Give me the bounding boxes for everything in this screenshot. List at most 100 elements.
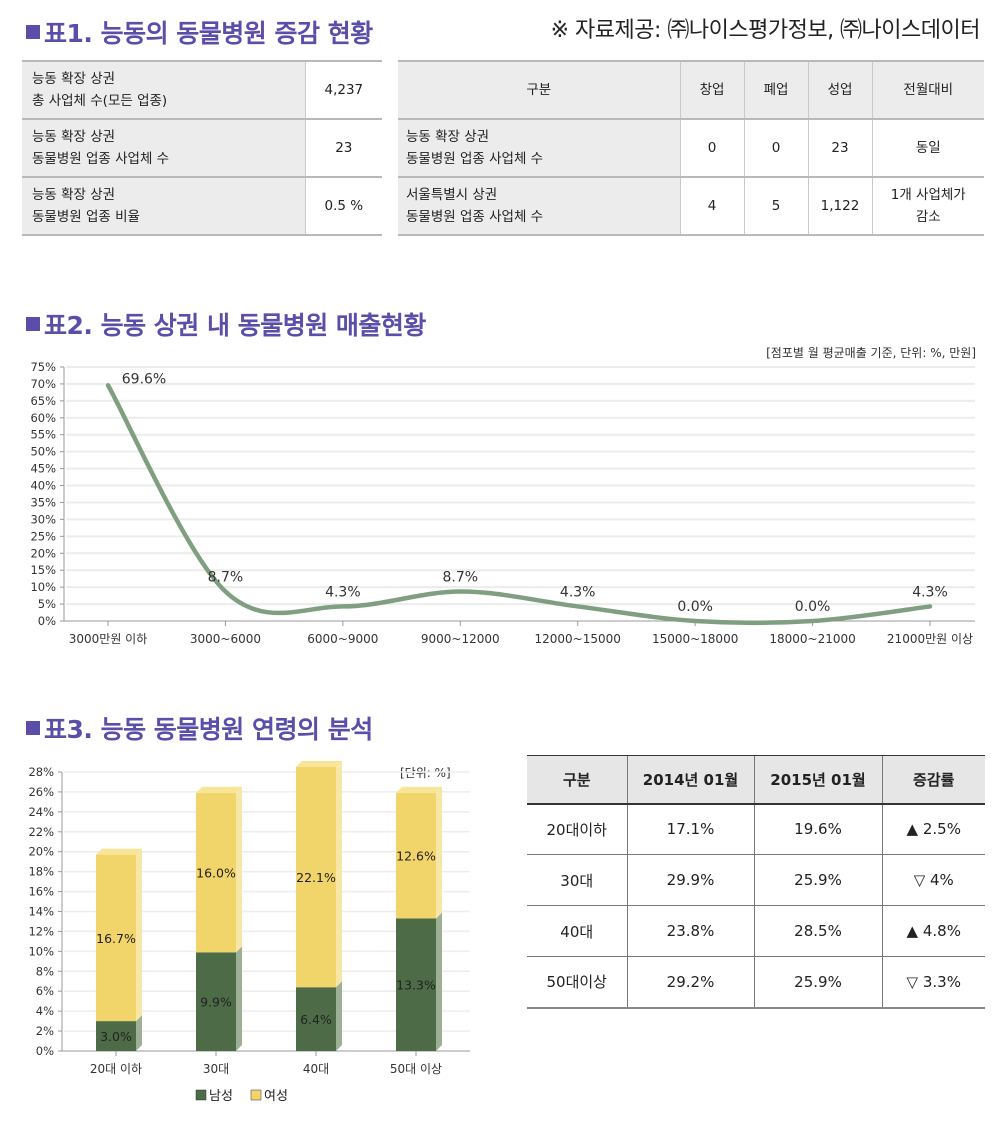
source-note: ※ 자료제공: ㈜나이스평가정보, ㈜나이스데이터: [550, 18, 981, 43]
section1-title: 표1. 능동의 동물병원 증감 현황: [26, 14, 373, 50]
label-line: 동물병원 업종 사업체 수: [406, 209, 544, 225]
y-tick-label: 16%: [28, 885, 54, 899]
label-line: 동물병원 업종 사업체 수: [406, 151, 544, 167]
label-line: 총 사업체 수(모든 업종): [32, 93, 168, 109]
y-tick-label: 24%: [28, 805, 54, 819]
table-row: 30대 29.9% 25.9% ▽ 4%: [527, 854, 985, 906]
col-header: 창업: [679, 60, 744, 120]
x-tick-label: 15000~18000: [652, 632, 738, 646]
y-tick-label: 22%: [28, 825, 54, 839]
data-label: 8.7%: [442, 570, 478, 586]
table-row: 능동 확장 상권 총 사업체 수(모든 업종) 4,237: [22, 60, 382, 120]
table-row: 서울특별시 상권 동물병원 업종 사업체 수 4 5 1,122 1개 사업체가 감…: [398, 176, 984, 236]
y-tick-label: 0%: [38, 614, 56, 628]
business-change-table: 구분 창업 폐업 성업 전월대비 능동 확장 상권 동물병원 업종 사업체 수 0…: [398, 60, 984, 236]
bar-label-male: 3.0%: [100, 1029, 132, 1044]
bar-label-male: 9.9%: [200, 995, 232, 1010]
value-2014: 23.8%: [626, 905, 754, 957]
data-label: 4.3%: [560, 584, 596, 600]
label-line: 능동 확장 상권: [32, 71, 116, 87]
y-tick-label: 12%: [28, 924, 54, 938]
col-header: 폐업: [743, 60, 808, 120]
y-tick-label: 75%: [30, 360, 56, 374]
x-tick-label: 9000~12000: [421, 632, 500, 646]
y-tick-label: 40%: [30, 479, 56, 493]
bar-female: [296, 767, 336, 988]
change-rate: ▲ 2.5%: [881, 803, 985, 855]
title-square-icon: [26, 317, 40, 331]
legend-swatch-female: [250, 1089, 262, 1101]
bar-side-female: [136, 848, 142, 1022]
y-tick-label: 45%: [30, 462, 56, 476]
bar-side-male: [236, 946, 242, 1051]
y-tick-label: 10%: [30, 580, 56, 594]
table-row: 능동 확장 상권 동물병원 업종 비율 0.5 %: [22, 176, 382, 236]
y-tick-label: 35%: [30, 495, 56, 509]
col-header: 성업: [807, 60, 872, 120]
age-group: 50대이상: [527, 956, 627, 1009]
section3-title-text: 표3. 능동 동물병원 연령의 분석: [44, 715, 373, 744]
y-tick-label: 18%: [28, 865, 54, 879]
x-tick-label: 21000만원 이상: [887, 632, 973, 646]
section2-title-text: 표2. 능동 상권 내 동물병원 매출현황: [44, 311, 426, 340]
data-label: 0.0%: [795, 599, 831, 615]
table-row: 20대이하 17.1% 19.6% ▲ 2.5%: [527, 803, 985, 855]
col-header: 증감률: [881, 755, 985, 805]
label-line: 능동 확장 상권: [32, 129, 116, 145]
y-tick-label: 20%: [30, 546, 56, 560]
bar-female: [396, 792, 436, 919]
section3-unit-note: [단위: %]: [400, 766, 451, 780]
y-tick-label: 55%: [30, 428, 56, 442]
section2-unit-note: [점포별 월 평균매출 기준, 단위: %, 만원]: [766, 346, 976, 360]
bar-label-male: 13.3%: [396, 978, 436, 993]
y-tick-label: 0%: [36, 1044, 54, 1058]
value-2015: 25.9%: [753, 956, 882, 1009]
table-header-row: 구분 2014년 01월 2015년 01월 증감률: [527, 755, 985, 805]
x-tick-label: 30대: [203, 1062, 229, 1076]
bar-side-female: [436, 786, 442, 919]
bar-male: [296, 987, 336, 1051]
data-label: 0.0%: [677, 599, 713, 615]
label-line: 서울특별시 상권: [406, 187, 498, 203]
bar-side-female: [236, 786, 242, 953]
y-tick-label: 60%: [30, 411, 56, 425]
y-tick-label: 2%: [36, 1024, 54, 1038]
operating-count: 23: [807, 118, 872, 178]
change-line: 1개 사업체가: [890, 187, 966, 203]
y-tick-label: 8%: [36, 964, 54, 978]
row-value: 0.5 %: [305, 176, 382, 236]
change-line: 동일: [915, 140, 941, 156]
bar-side-male: [336, 981, 342, 1051]
bar-top: [396, 786, 442, 793]
y-tick-label: 70%: [30, 377, 56, 391]
y-tick-label: 5%: [38, 597, 56, 611]
bar-label-female: 16.7%: [96, 931, 136, 946]
bar-top: [296, 761, 342, 768]
change-rate: ▽ 3.3%: [881, 956, 985, 1009]
row-label: 능동 확장 상권 동물병원 업종 사업체 수: [398, 118, 680, 178]
x-tick-label: 3000~6000: [190, 632, 261, 646]
section3-title: 표3. 능동 동물병원 연령의 분석: [26, 710, 373, 746]
col-header: 2014년 01월: [626, 755, 754, 805]
x-tick-label: 20대 이하: [90, 1062, 142, 1076]
value-2014: 29.9%: [626, 854, 754, 906]
y-tick-label: 50%: [30, 445, 56, 459]
data-label: 8.7%: [208, 570, 244, 586]
label-line: 동물병원 업종 사업체 수: [32, 151, 170, 167]
bar-label-male: 6.4%: [300, 1012, 332, 1027]
title-square-icon: [26, 25, 40, 39]
row-value: 23: [305, 118, 382, 178]
value-2015: 25.9%: [753, 854, 882, 906]
series-line: [105, 383, 933, 626]
age-group: 20대이하: [527, 803, 627, 855]
bar-top: [196, 786, 242, 793]
x-tick-label: 3000만원 이하: [69, 632, 148, 646]
change-rate: ▲ 4.8%: [881, 905, 985, 957]
open-count: 4: [679, 176, 744, 236]
bar-top: [96, 848, 142, 855]
title-square-icon: [26, 721, 40, 735]
bar-label-female: 16.0%: [196, 866, 236, 881]
bar-male: [96, 1021, 136, 1051]
data-label: 4.3%: [325, 584, 361, 600]
